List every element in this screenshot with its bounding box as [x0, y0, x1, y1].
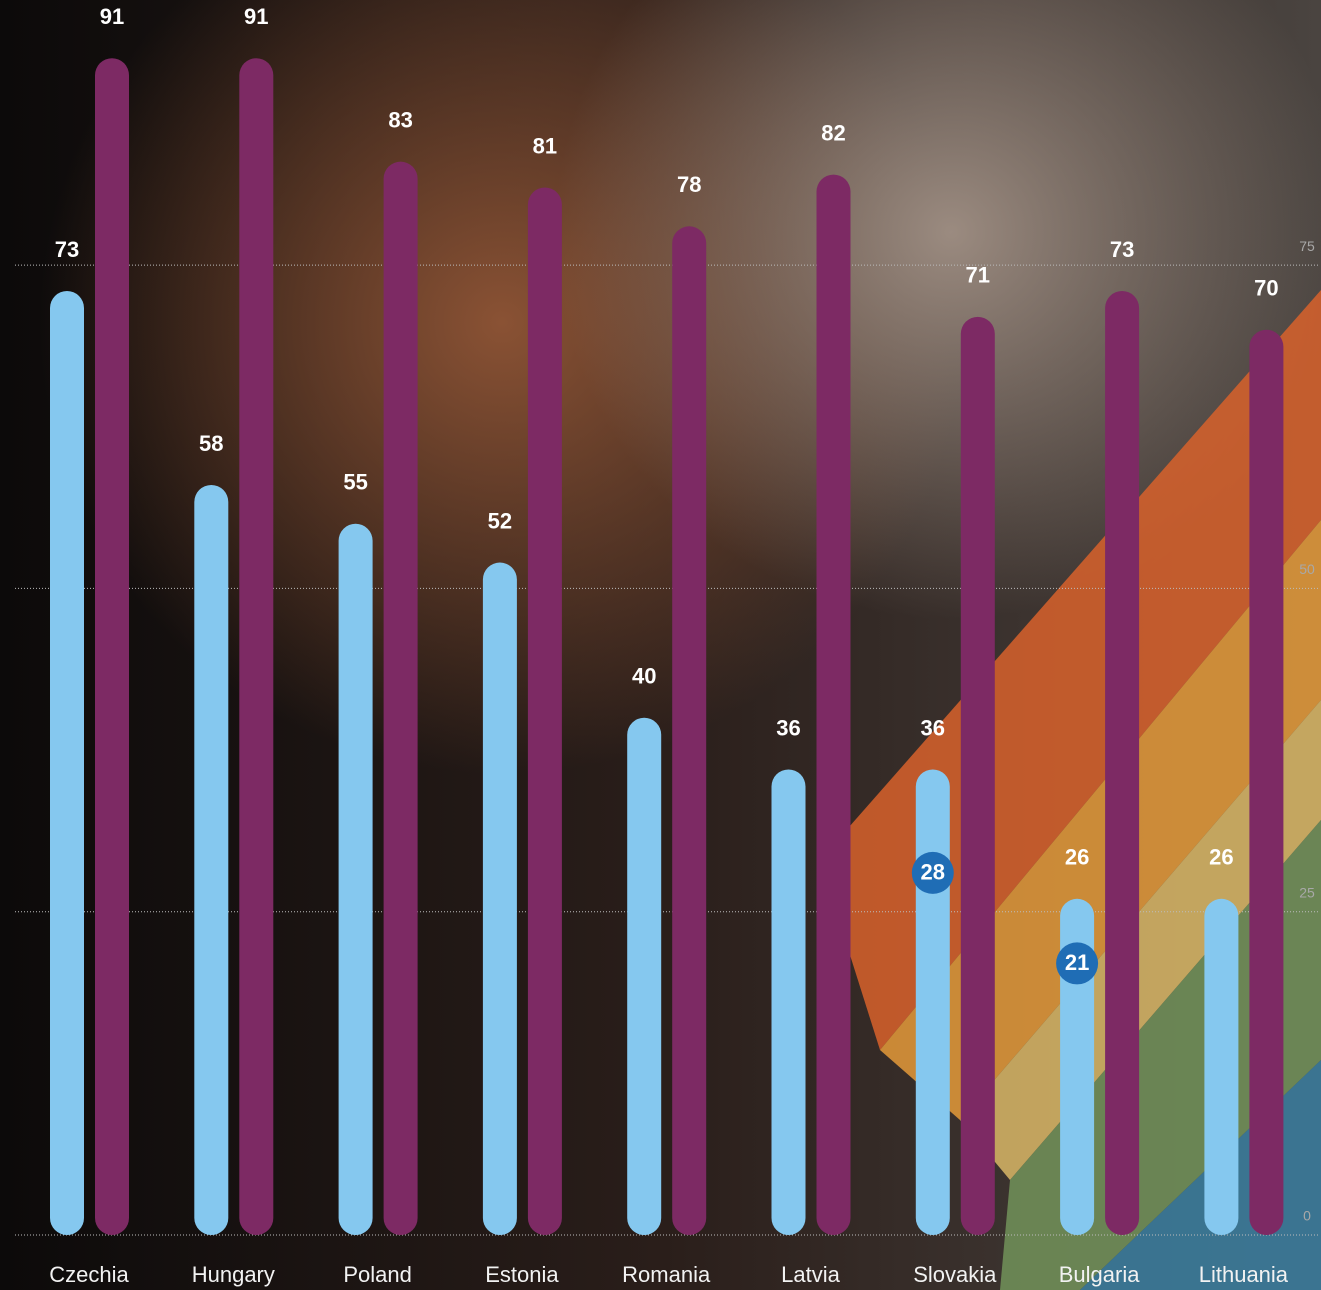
bar	[50, 290, 84, 1235]
value-label: 91	[244, 4, 268, 29]
bar	[1105, 290, 1140, 1235]
bar	[1204, 898, 1239, 1235]
bar	[627, 717, 662, 1235]
bar	[482, 562, 517, 1235]
value-label: 73	[55, 237, 79, 262]
value-label: 26	[1209, 845, 1233, 870]
value-label: 81	[533, 133, 557, 158]
bar	[771, 769, 806, 1235]
bar	[239, 58, 274, 1235]
x-tick-label: Bulgaria	[1059, 1262, 1140, 1287]
x-tick-label: Poland	[343, 1262, 412, 1287]
bar	[338, 523, 373, 1235]
bar	[527, 187, 562, 1236]
value-label: 73	[1110, 237, 1134, 262]
x-tick-label: Lithuania	[1199, 1262, 1289, 1287]
value-label: 82	[821, 120, 845, 145]
dot-marker	[1056, 942, 1099, 985]
value-label: 70	[1254, 276, 1278, 301]
value-label: 58	[199, 431, 223, 456]
bar	[383, 161, 418, 1236]
x-tick-label: Estonia	[485, 1262, 559, 1287]
bar	[915, 769, 950, 1235]
y-tick-label: 50	[1299, 561, 1315, 577]
bar	[1060, 898, 1095, 1235]
x-tick-label: Slovakia	[913, 1262, 997, 1287]
x-tick-label: Latvia	[781, 1262, 840, 1287]
bar	[960, 316, 995, 1235]
value-label: 36	[776, 715, 800, 740]
value-label: 78	[677, 172, 701, 197]
x-tick-label: Czechia	[49, 1262, 129, 1287]
y-tick-label: 0	[1303, 1208, 1311, 1224]
dot-label: 28	[921, 860, 945, 885]
dot-marker	[911, 851, 954, 894]
bar	[1249, 329, 1284, 1235]
bar	[194, 484, 229, 1235]
value-label: 55	[343, 470, 367, 495]
dot-label: 21	[1065, 950, 1089, 975]
value-label: 52	[488, 508, 512, 533]
bar	[816, 174, 851, 1235]
y-tick-label: 75	[1299, 238, 1315, 254]
bar	[95, 58, 129, 1235]
y-tick-label: 25	[1299, 884, 1315, 900]
value-label: 71	[966, 263, 990, 288]
bar	[672, 226, 707, 1235]
value-label: 91	[100, 4, 124, 29]
x-tick-label: Romania	[622, 1262, 711, 1287]
x-tick-label: Hungary	[192, 1262, 275, 1287]
value-label: 40	[632, 664, 656, 689]
value-label: 26	[1065, 845, 1089, 870]
value-label: 36	[921, 715, 945, 740]
value-label: 83	[388, 107, 412, 132]
